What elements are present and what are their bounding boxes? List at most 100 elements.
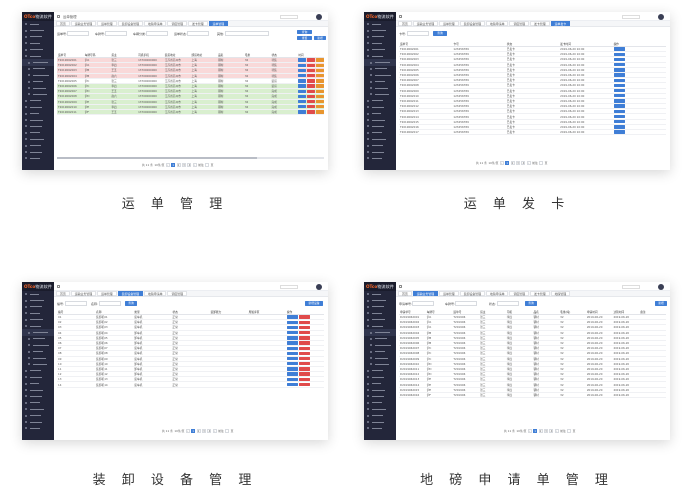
edit-button[interactable] xyxy=(613,47,625,51)
sidebar-item[interactable] xyxy=(364,406,396,412)
delete-button[interactable] xyxy=(307,68,315,73)
edit-button[interactable] xyxy=(298,63,307,67)
prev-page-icon[interactable]: ‹ xyxy=(499,160,504,165)
prev-page-icon[interactable]: ‹ xyxy=(527,428,532,433)
sidebar-item[interactable] xyxy=(22,110,54,116)
tab[interactable]: 发卡管理 xyxy=(530,291,550,296)
sidebar-item[interactable] xyxy=(364,123,396,129)
tab[interactable]: 运单管理 xyxy=(97,21,117,26)
sidebar-item[interactable] xyxy=(364,110,396,116)
sidebar-item[interactable] xyxy=(22,368,54,374)
page-number[interactable]: 3 xyxy=(182,162,186,167)
home-icon[interactable] xyxy=(399,14,403,18)
tab[interactable]: 首页 xyxy=(398,291,412,296)
dispatch-button[interactable] xyxy=(315,99,324,104)
delete-button[interactable] xyxy=(307,110,315,114)
search-input[interactable] xyxy=(622,14,640,19)
home-icon[interactable] xyxy=(399,284,403,288)
sidebar-item[interactable] xyxy=(22,53,54,59)
sidebar-item[interactable] xyxy=(22,85,54,91)
sidebar-item[interactable] xyxy=(364,380,396,386)
sidebar-item[interactable] xyxy=(22,304,54,310)
sidebar-item[interactable] xyxy=(22,79,54,85)
sidebar-item[interactable] xyxy=(364,34,396,40)
delete-button[interactable] xyxy=(307,63,315,67)
sidebar-item[interactable] xyxy=(22,425,54,431)
edit-button[interactable] xyxy=(286,320,298,324)
sidebar-item[interactable] xyxy=(22,34,54,40)
sidebar-item[interactable] xyxy=(22,374,54,380)
tab[interactable]: 装卸设备管理 xyxy=(117,21,144,26)
edit-button[interactable] xyxy=(613,99,625,103)
search-button[interactable]: 查询 xyxy=(297,29,312,35)
edit-button[interactable] xyxy=(613,57,625,62)
edit-button[interactable] xyxy=(298,58,307,62)
sidebar-item[interactable] xyxy=(22,323,54,329)
page-number[interactable]: 4 xyxy=(549,428,554,433)
delete-button[interactable] xyxy=(298,341,310,345)
delete-button[interactable] xyxy=(298,346,310,350)
sidebar-item[interactable] xyxy=(364,355,396,361)
edit-button[interactable] xyxy=(613,62,625,67)
equipment-code-field[interactable] xyxy=(65,301,87,306)
tab[interactable]: 发卡管理 xyxy=(530,21,550,26)
tab[interactable]: 运单管理 xyxy=(439,291,459,296)
application-number-field[interactable] xyxy=(412,301,434,306)
goto-page-input[interactable] xyxy=(539,160,544,165)
delete-button[interactable] xyxy=(298,362,310,366)
sidebar-item[interactable] xyxy=(364,374,396,380)
sidebar-item[interactable] xyxy=(364,149,396,155)
edit-button[interactable] xyxy=(286,325,298,330)
delete-button[interactable] xyxy=(298,377,310,382)
delete-button[interactable] xyxy=(307,99,315,104)
edit-button[interactable] xyxy=(613,120,625,124)
page-number[interactable]: 4 xyxy=(521,160,526,165)
sidebar-item[interactable] xyxy=(22,355,54,361)
delete-button[interactable] xyxy=(307,105,315,109)
tab[interactable]: 地磅申请单 xyxy=(486,291,509,296)
sidebar-item[interactable] xyxy=(364,329,396,336)
delete-button[interactable] xyxy=(298,325,310,330)
prev-page-icon[interactable]: ‹ xyxy=(165,162,170,167)
prev-page-icon[interactable]: ‹ xyxy=(185,428,190,433)
tab[interactable]: 调度管理 xyxy=(167,291,188,296)
sidebar-item[interactable] xyxy=(364,400,396,406)
edit-button[interactable] xyxy=(286,336,298,340)
delete-button[interactable] xyxy=(298,372,310,376)
tab[interactable]: 运输业务管理 xyxy=(70,21,97,26)
sidebar-item[interactable] xyxy=(22,419,54,425)
edit-button[interactable] xyxy=(286,362,298,366)
edit-button[interactable] xyxy=(298,79,307,83)
sidebar-item[interactable] xyxy=(22,66,54,72)
next-page-icon[interactable]: › xyxy=(526,160,531,165)
sidebar-item[interactable] xyxy=(364,412,396,418)
sidebar-item[interactable] xyxy=(364,155,396,161)
edit-button[interactable] xyxy=(613,125,625,129)
edit-button[interactable] xyxy=(286,315,298,319)
edit-button[interactable] xyxy=(613,52,625,56)
sidebar-item[interactable] xyxy=(364,27,396,33)
tab[interactable]: 运单管理 xyxy=(208,21,229,26)
edit-button[interactable] xyxy=(286,346,298,350)
sidebar-item[interactable] xyxy=(364,142,396,148)
vehicle-type-select[interactable] xyxy=(146,31,168,36)
sidebar-item[interactable] xyxy=(364,425,396,431)
sidebar-item[interactable] xyxy=(364,317,396,323)
tab[interactable]: 地磅申请单 xyxy=(144,291,167,296)
tab[interactable]: 装卸设备管理 xyxy=(459,291,486,296)
delete-button[interactable] xyxy=(307,73,315,78)
sidebar-item[interactable] xyxy=(22,155,54,161)
horizontal-scrollbar[interactable] xyxy=(57,157,324,159)
plate-number-field[interactable] xyxy=(105,31,127,36)
edit-button[interactable] xyxy=(613,83,625,88)
tab[interactable]: 运输业务管理 xyxy=(412,291,439,296)
sidebar-item[interactable] xyxy=(364,387,396,393)
edit-button[interactable] xyxy=(298,84,307,88)
add-equipment-button[interactable]: 新增设备 xyxy=(305,301,323,306)
delete-button[interactable] xyxy=(298,320,310,324)
edit-button[interactable] xyxy=(298,68,307,73)
page-number[interactable]: 1 xyxy=(533,428,538,433)
sidebar-item[interactable] xyxy=(364,66,396,72)
delete-button[interactable] xyxy=(298,356,310,361)
dispatch-button[interactable] xyxy=(315,94,324,99)
